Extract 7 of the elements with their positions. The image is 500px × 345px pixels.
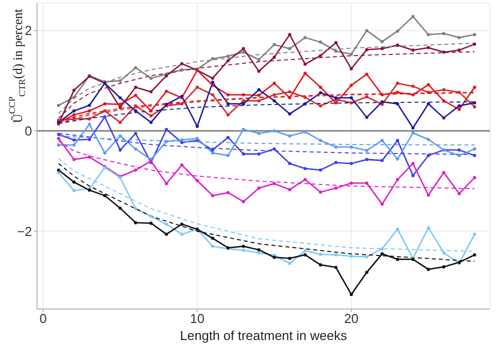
x-tick-label: 20 [344,311,359,326]
x-tick-label: 0 [40,311,47,326]
x-tick-label: 10 [190,311,204,326]
y-tick-label: 0 [24,124,32,139]
y-tick-label: 2 [24,23,32,38]
y-tick-label: −2 [17,224,32,239]
x-axis-title: Length of treatment in weeks [180,328,348,343]
